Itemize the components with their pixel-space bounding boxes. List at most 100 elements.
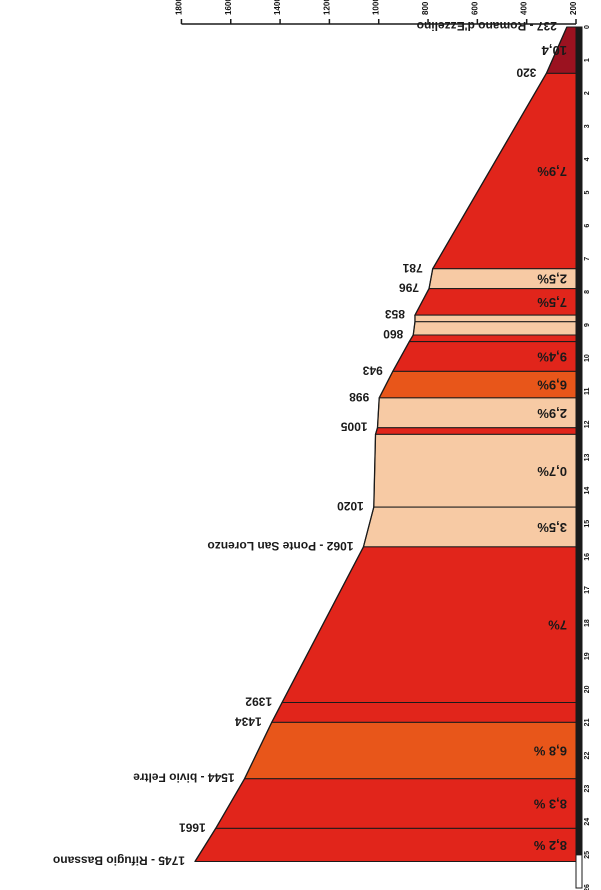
x-tick-label: 20 (584, 685, 591, 693)
grade-segment-5 (412, 321, 577, 336)
x-tick-label: 25 (584, 851, 591, 859)
km-block-14 (575, 490, 583, 525)
grade-segment-14 (270, 702, 577, 723)
grade-segment-16 (214, 778, 577, 829)
x-tick-label: 19 (584, 652, 591, 660)
x-tick-label: 14 (584, 487, 591, 495)
x-tick-label: 2 (584, 91, 591, 95)
km-block-1 (575, 59, 583, 94)
x-tick-label: 11 (584, 387, 591, 395)
grade-segment-4 (414, 314, 577, 323)
km-block-13 (575, 457, 583, 492)
km-block-24 (575, 821, 583, 856)
x-tick-label: 4 (584, 157, 591, 161)
altitude-label: 237 - Romano d'Ezzelino (417, 19, 557, 33)
km-block-5 (575, 192, 583, 227)
altitude-label: 1544 - bivio Feltre (133, 771, 235, 785)
grade-labels: 10,4 7,9% 2,5% 7,5% 9,4% 6,9% 2,9% 0,7% 3,5% 7% 6,… (533, 43, 567, 853)
grade-segment-17 (194, 827, 577, 863)
x-tick-label: 18 (584, 619, 591, 627)
km-block-12 (575, 423, 583, 458)
altitude-label: 1020 (337, 499, 364, 513)
rotated-profile: 0123456789101112131415161718192021222324… (53, 0, 591, 890)
x-tick-label: 3 (584, 124, 591, 128)
altitude-label: 1005 (340, 420, 367, 434)
altitude-label: 320 (516, 65, 536, 79)
grade-label: 7,9% (537, 164, 567, 179)
altitude-label: 943 (362, 363, 382, 377)
gradient-segments (194, 26, 577, 863)
altitude-label: 853 (385, 307, 405, 321)
altitude-label: 998 (349, 390, 369, 404)
y-tick-label: 1600 (224, 0, 233, 15)
km-block-2 (575, 92, 583, 127)
y-tick-label: 400 (520, 1, 529, 15)
x-tick-label: 21 (584, 718, 591, 726)
km-block-11 (575, 390, 583, 425)
km-block-15 (575, 523, 583, 558)
grade-label: 8,2 % (533, 838, 567, 853)
y-tick-label: 1400 (273, 0, 282, 15)
grade-label: 2,5% (537, 272, 567, 287)
grade-label: 10,4 (541, 43, 567, 58)
x-tick-label: 26 (584, 884, 591, 890)
x-tick-label: 23 (584, 785, 591, 793)
distance-axis: 0123456789101112131415161718192021222324… (575, 25, 591, 890)
grade-label: 7,5% (537, 295, 567, 310)
grade-segment-10 (374, 427, 577, 435)
altitude-labels: 237 - Romano d'Ezzelino 320 781 796 853 860 94… (53, 19, 557, 868)
altitude-label: 1434 (235, 714, 262, 728)
grade-label: 0,7% (537, 464, 567, 479)
km-block-19 (575, 655, 583, 690)
grade-label: 9,4% (537, 349, 567, 364)
km-block-21 (575, 721, 583, 757)
grade-label: 2,9% (537, 406, 567, 421)
x-tick-label: 24 (584, 818, 591, 826)
grade-segment-13 (281, 546, 577, 704)
km-block-3 (575, 125, 583, 160)
km-block-20 (575, 688, 583, 723)
km-block-9 (575, 324, 583, 359)
x-tick-label: 17 (584, 586, 591, 594)
km-block-6 (575, 225, 583, 260)
km-block-10 (575, 357, 583, 392)
altitude-label: 1392 (245, 695, 272, 709)
profile-outline (194, 26, 568, 862)
km-block-22 (575, 755, 583, 790)
km-block-7 (575, 258, 583, 293)
x-tick-label: 8 (584, 290, 591, 294)
x-tick-label: 6 (584, 224, 591, 228)
y-tick-label: 800 (421, 1, 430, 15)
y-tick-label: 1200 (322, 0, 331, 15)
y-tick-label: 1800 (174, 0, 183, 15)
x-tick-label: 1 (584, 58, 591, 62)
km-block-8 (575, 291, 583, 326)
altitude-label: 860 (383, 327, 403, 341)
grade-label: 8,3 % (533, 797, 567, 812)
km-block-17 (575, 589, 583, 624)
altitude-label: 1745 - Rifugio Bassano (53, 854, 185, 868)
x-tick-label: 10 (584, 354, 591, 362)
x-tick-label: 0 (584, 25, 591, 29)
km-block-23 (575, 788, 583, 823)
x-tick-label: 12 (584, 420, 591, 428)
x-tick-label: 5 (584, 191, 591, 195)
y-tick-label: 1000 (372, 0, 381, 15)
altitude-label: 781 (402, 261, 422, 275)
km-block-16 (575, 556, 583, 591)
y-tick-label: 600 (470, 1, 479, 15)
y-tick-label: 200 (569, 1, 578, 15)
grade-label: 3,5% (537, 520, 567, 535)
x-tick-label: 22 (584, 752, 591, 760)
grade-segment-15 (243, 721, 577, 780)
grade-label: 6,9% (537, 378, 567, 393)
km-block-4 (575, 158, 583, 194)
km-block-18 (575, 622, 583, 657)
altitude-label: 796 (399, 281, 419, 295)
grade-label: 6,8 % (533, 744, 567, 759)
x-tick-label: 9 (584, 323, 591, 327)
grade-segment-6 (408, 334, 577, 343)
x-tick-label: 7 (584, 257, 591, 261)
x-tick-label: 15 (584, 520, 591, 528)
